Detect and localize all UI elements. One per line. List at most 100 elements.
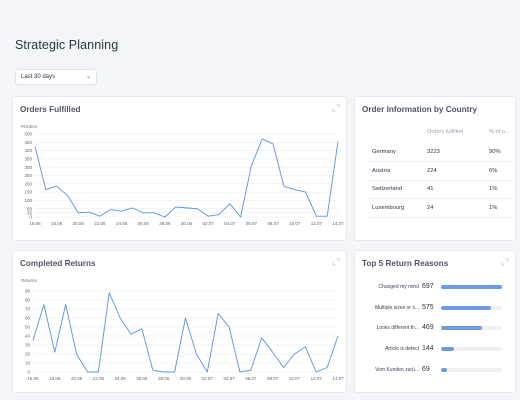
orders-fulfilled-card: Orders Fulfilled #Orders 0 25 50 100 150 200 2…	[13, 97, 346, 240]
x-tick-label: 26.06	[136, 376, 148, 381]
country-name: Austria	[372, 168, 391, 174]
reason-count: 575	[422, 304, 434, 311]
y-tick-label: 20	[25, 352, 31, 357]
reason-bar	[441, 368, 448, 372]
x-tick-label: 02.07	[203, 221, 215, 226]
returns-y-axis-label: Returns	[21, 278, 37, 283]
reason-label: Looks different th...	[376, 325, 419, 331]
expand-icon[interactable]	[332, 258, 340, 266]
reason-bar	[441, 347, 454, 351]
x-tick-label: 14.07	[332, 376, 344, 381]
y-tick-label: 10	[25, 361, 31, 366]
completed-returns-card: Completed Returns Returns 0 10 20 30 40 50 60 7…	[13, 251, 346, 392]
country-name: Switzerland	[372, 186, 402, 192]
reason-bar	[441, 306, 492, 310]
y-tick-label: 300	[24, 165, 32, 170]
row-divider	[367, 161, 513, 162]
orders-count: 41	[427, 186, 434, 192]
col-header-orders[interactable]: Orders fulfilled	[427, 129, 464, 135]
y-tick-label: 250	[24, 173, 32, 178]
y-tick-label: 25	[27, 210, 33, 215]
reason-label: Multiple sizes or s...	[375, 305, 419, 311]
x-tick-label: 30.06	[180, 376, 192, 381]
return-reasons-card: Top 5 Return Reasons Changed my mind 697…	[355, 251, 515, 392]
y-tick-label: 200	[24, 181, 32, 186]
y-tick-label: 40	[25, 334, 31, 339]
x-tick-label: 24.06	[115, 376, 127, 381]
orders-y-axis-label: #Orders	[21, 124, 38, 129]
y-tick-label: 90	[25, 289, 31, 294]
x-tick-label: 08.07	[267, 376, 279, 381]
x-tick-label: 10.07	[289, 221, 301, 226]
x-tick-label: 24.06	[116, 221, 128, 226]
y-tick-label: 100	[24, 198, 32, 203]
row-divider	[367, 217, 513, 218]
y-tick-label: 50	[27, 206, 33, 211]
reason-count: 144	[422, 345, 434, 352]
col-header-percent[interactable]: % of o...	[489, 129, 510, 135]
row-divider	[367, 198, 513, 199]
orders-count: 24	[427, 205, 434, 211]
series-line	[32, 292, 339, 373]
order-info-card: Order Information by Country Orders fulf…	[355, 97, 515, 240]
y-tick-label: 400	[24, 148, 32, 153]
x-tick-label: 12.07	[311, 376, 323, 381]
y-tick-label: 450	[24, 140, 32, 145]
orders-percent: 90%	[489, 149, 501, 155]
x-tick-label: 18.06	[51, 221, 63, 226]
country-name: Germany	[372, 149, 396, 155]
page-title: Strategic Planning	[15, 38, 119, 52]
x-tick-label: 06.07	[246, 221, 258, 226]
y-tick-label: 60	[25, 316, 31, 321]
reason-count: 69	[422, 366, 430, 373]
reason-label: Vom Kunden zurü...	[375, 367, 419, 373]
orders-count: 224	[427, 168, 437, 174]
orders-percent: 1%	[489, 205, 498, 211]
y-tick-label: 0	[29, 215, 32, 220]
x-tick-label: 22.06	[93, 376, 105, 381]
y-tick-label: 0	[27, 370, 30, 375]
x-tick-label: 16.06	[29, 221, 41, 226]
x-tick-label: 04.07	[224, 221, 236, 226]
x-tick-label: 20.06	[71, 376, 83, 381]
y-tick-label: 70	[25, 307, 31, 312]
return-reasons-title: Top 5 Return Reasons	[362, 259, 449, 268]
country-name: Luxembourg	[372, 205, 405, 211]
x-tick-label: 22.06	[94, 221, 106, 226]
x-tick-label: 28.06	[158, 376, 170, 381]
reason-bar-track	[441, 285, 502, 289]
x-tick-label: 06.07	[245, 376, 257, 381]
x-tick-label: 18.06	[49, 376, 61, 381]
x-tick-label: 26.06	[138, 221, 150, 226]
orders-fulfilled-title: Orders Fulfilled	[20, 105, 81, 114]
reason-count: 469	[422, 324, 434, 331]
orders-percent: 6%	[489, 168, 498, 174]
expand-icon[interactable]	[332, 104, 340, 112]
reason-bar-track	[441, 368, 502, 372]
reason-bar	[441, 285, 502, 289]
series-line	[34, 138, 339, 218]
y-tick-label: 80	[25, 298, 31, 303]
reason-bar-track	[441, 347, 502, 351]
y-tick-label: 150	[24, 190, 32, 195]
completed-returns-chart: 0 10 20 30 40 50 60 70 80 90 16.06 18.06 20.06 22.06 2…	[25, 289, 344, 381]
order-info-title: Order Information by Country	[362, 105, 478, 114]
reason-bar-track	[441, 306, 502, 310]
x-tick-label: 02.07	[202, 376, 214, 381]
reason-label: Article is defect	[385, 346, 419, 352]
x-tick-label: 10.07	[289, 376, 301, 381]
orders-count: 3223	[427, 149, 440, 155]
completed-returns-title: Completed Returns	[20, 259, 96, 268]
x-tick-label: 08.07	[267, 221, 279, 226]
reason-bar	[441, 326, 483, 330]
x-tick-label: 16.06	[27, 376, 39, 381]
orders-percent: 1%	[489, 186, 498, 192]
y-tick-label: 500	[24, 132, 32, 137]
chevron-down-icon: ⌄	[85, 74, 91, 80]
y-tick-label: 350	[24, 157, 32, 162]
expand-icon[interactable]	[501, 258, 509, 266]
date-range-select[interactable]: Last 30 days ⌄	[15, 69, 97, 85]
row-divider	[367, 180, 513, 181]
x-tick-label: 12.07	[311, 221, 323, 226]
